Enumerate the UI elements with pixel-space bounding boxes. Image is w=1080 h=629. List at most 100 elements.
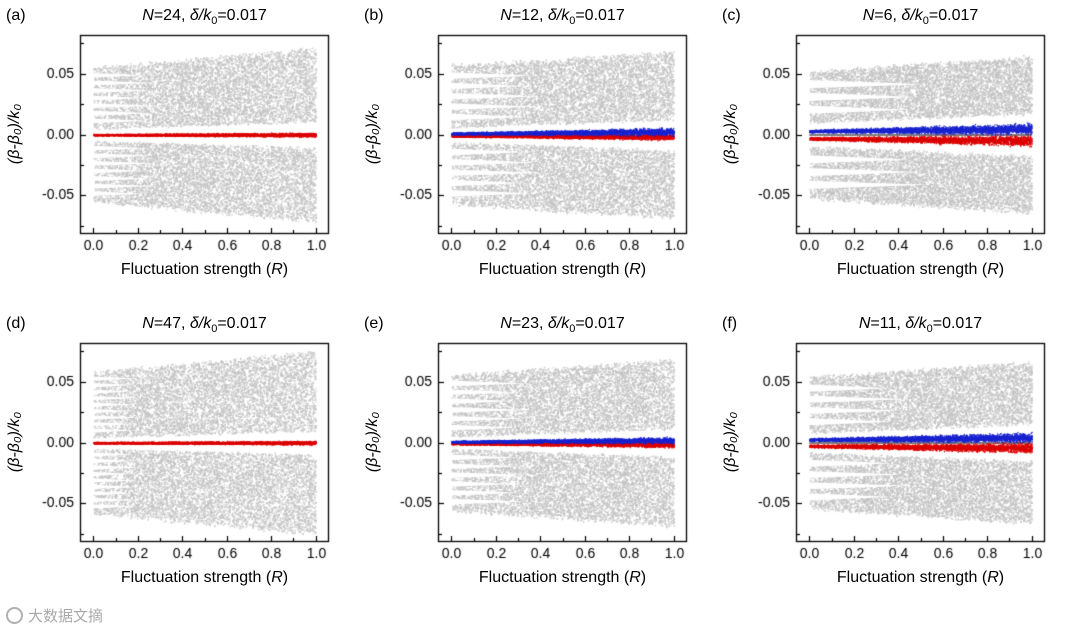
panel-title-c: N=6, δ/k0=0.017 (796, 4, 1045, 27)
panel-a: (a) N=24, δ/k0=0.017 (β-β₀)/k₀ Fluctuati… (4, 4, 358, 312)
title-text: =23, (511, 314, 548, 332)
panel-label-a: (a) (6, 7, 26, 24)
x-axis-label-text: ) (998, 568, 1005, 586)
x-axis-label-var-R: R (271, 261, 283, 278)
x-axis-label-text: Fluctuation strength ( (478, 261, 630, 278)
title-subscript: 0 (211, 15, 218, 28)
panel-label-b: (b) (364, 7, 384, 24)
x-axis-label: Fluctuation strength (R) (80, 261, 329, 281)
title-var-delta: δ/k (189, 314, 212, 332)
panel-title-b: N=12, δ/k0=0.017 (438, 4, 687, 27)
plot-canvas-c (742, 29, 1054, 261)
title-text: =0.017 (932, 314, 983, 332)
title-var-N: N (142, 314, 154, 332)
title-var-delta: δ/k (189, 7, 212, 24)
y-axis-label: (β-β₀)/k₀ (722, 411, 739, 472)
x-axis-label-text: Fluctuation strength ( (836, 568, 988, 586)
digest-logo-icon (6, 607, 23, 624)
plot-canvas-e (384, 336, 696, 569)
y-axis-label: (β-β₀)/k₀ (722, 103, 739, 165)
plot-row-e: (β-β₀)/k₀ (362, 336, 716, 569)
title-var-delta: δ/k (547, 314, 570, 332)
panel-f-header: (f) N=11, δ/k0=0.017 (720, 312, 1074, 337)
title-text: =0.017 (928, 7, 979, 24)
plot-canvas-d (26, 336, 338, 569)
x-axis-label: Fluctuation strength (R) (80, 569, 329, 589)
panel-c-header: (c) N=6, δ/k0=0.017 (720, 4, 1074, 29)
panel-title-d: N=47, δ/k0=0.017 (80, 312, 329, 335)
x-axis-label-var-R: R (271, 568, 283, 586)
title-var-delta: δ/k (901, 7, 923, 24)
panel-label-e: (e) (364, 314, 384, 332)
panel-title-e: N=23, δ/k0=0.017 (438, 312, 687, 335)
plot-canvas-b (384, 29, 696, 261)
y-axis-label-wrap: (β-β₀)/k₀ (720, 29, 742, 261)
x-axis-label: Fluctuation strength (R) (796, 261, 1045, 281)
x-axis-label-var-R: R (987, 261, 999, 278)
title-var-N: N (500, 314, 512, 332)
x-axis-label-text: Fluctuation strength ( (120, 568, 272, 586)
plot-canvas-a (26, 29, 338, 261)
title-text: =0.017 (217, 314, 267, 332)
title-text: =6, (874, 7, 902, 24)
y-axis-label: (β-β₀)/k₀ (364, 103, 381, 165)
x-axis-label-var-R: R (629, 568, 641, 586)
title-text: =0.017 (575, 314, 625, 332)
title-subscript: 0 (926, 322, 933, 335)
x-axis-label-text: Fluctuation strength ( (836, 261, 988, 278)
panel-b: (b) N=12, δ/k0=0.017 (β-β₀)/k₀ Fluctuati… (362, 4, 716, 312)
y-axis-label: (β-β₀)/k₀ (364, 411, 381, 472)
x-axis-label-text: ) (640, 261, 647, 278)
title-text: =47, (153, 314, 190, 332)
x-axis-label-text: ) (282, 261, 289, 278)
panel-c: (c) N=6, δ/k0=0.017 (β-β₀)/k₀ Fluctuatio… (720, 4, 1074, 312)
title-subscript: 0 (569, 322, 576, 335)
title-subscript: 0 (211, 322, 218, 335)
plot-row-f: (β-β₀)/k₀ (720, 336, 1074, 569)
y-axis-label-wrap: (β-β₀)/k₀ (362, 337, 384, 569)
plot-row-a: (β-β₀)/k₀ (4, 29, 358, 261)
y-axis-label: (β-β₀)/k₀ (6, 411, 23, 472)
title-text: =12, (511, 7, 548, 24)
x-axis-label: Fluctuation strength (R) (438, 569, 687, 589)
panel-d-header: (d) N=47, δ/k0=0.017 (4, 312, 358, 337)
y-axis-label-wrap: (β-β₀)/k₀ (720, 337, 742, 569)
title-text: =0.017 (217, 7, 267, 24)
watermark-text: 大数据文摘 (28, 608, 104, 625)
x-axis-label: Fluctuation strength (R) (438, 261, 687, 281)
title-var-N: N (858, 314, 871, 332)
plot-row-d: (β-β₀)/k₀ (4, 336, 358, 569)
y-axis-label-wrap: (β-β₀)/k₀ (4, 337, 26, 569)
panel-label-c: (c) (722, 7, 741, 24)
title-var-N: N (862, 7, 875, 24)
watermark: 大数据文摘 (6, 605, 103, 626)
x-axis-label-text: ) (640, 568, 647, 586)
panel-title-a: N=24, δ/k0=0.017 (80, 4, 329, 27)
x-axis-label-text: ) (282, 568, 289, 586)
x-axis-label-text: Fluctuation strength ( (478, 568, 630, 586)
panel-title-f: N=11, δ/k0=0.017 (796, 312, 1045, 335)
y-axis-label-wrap: (β-β₀)/k₀ (4, 29, 26, 261)
title-text: =24, (153, 7, 190, 24)
panel-b-header: (b) N=12, δ/k0=0.017 (362, 4, 716, 29)
title-subscript: 0 (569, 15, 576, 28)
y-axis-label: (β-β₀)/k₀ (6, 103, 23, 165)
plot-row-c: (β-β₀)/k₀ (720, 29, 1074, 261)
x-axis-label-text: Fluctuation strength ( (120, 261, 272, 278)
title-text: =11, (870, 314, 906, 332)
panel-e-header: (e) N=23, δ/k0=0.017 (362, 312, 716, 337)
panel-d: (d) N=47, δ/k0=0.017 (β-β₀)/k₀ Fluctuati… (4, 312, 358, 620)
panel-label-d: (d) (6, 314, 26, 332)
y-axis-label-wrap: (β-β₀)/k₀ (362, 29, 384, 261)
title-var-delta: δ/k (547, 7, 570, 24)
panel-f: (f) N=11, δ/k0=0.017 (β-β₀)/k₀ Fluctuati… (720, 312, 1074, 620)
title-var-N: N (500, 7, 512, 24)
panel-e: (e) N=23, δ/k0=0.017 (β-β₀)/k₀ Fluctuati… (362, 312, 716, 620)
title-var-delta: δ/k (905, 314, 927, 332)
title-subscript: 0 (922, 15, 929, 28)
title-var-N: N (142, 7, 154, 24)
panel-a-header: (a) N=24, δ/k0=0.017 (4, 4, 358, 29)
x-axis-label-var-R: R (987, 568, 999, 586)
